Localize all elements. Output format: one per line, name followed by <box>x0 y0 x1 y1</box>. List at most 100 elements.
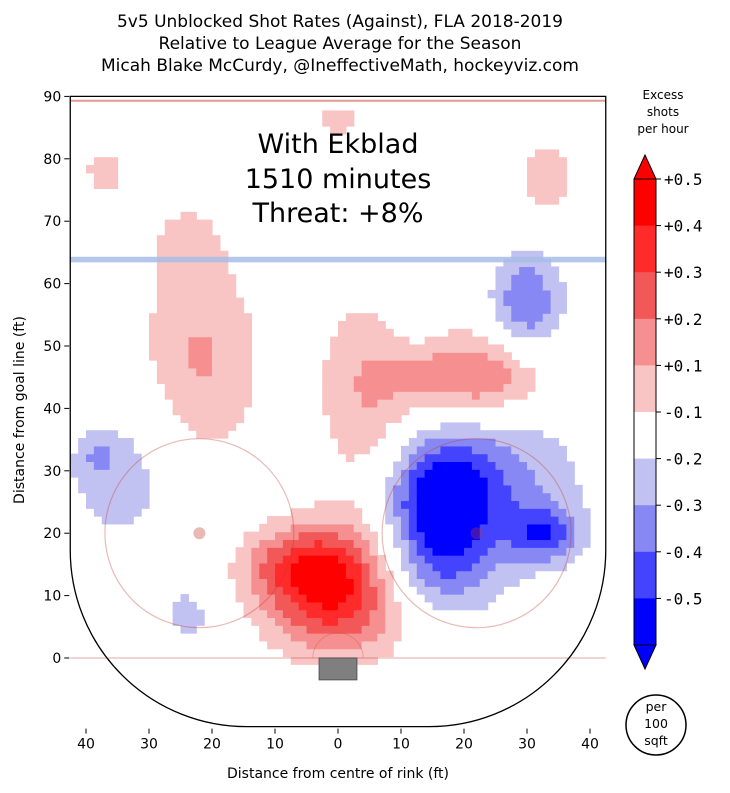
heat-cell <box>393 492 402 502</box>
heat-cell <box>550 461 560 470</box>
heat-cell <box>432 508 441 517</box>
heat-cell <box>464 383 473 392</box>
heat-cell <box>93 157 103 166</box>
heat-cell <box>156 266 166 275</box>
heat-cell <box>267 523 276 533</box>
heat-cell <box>125 500 134 509</box>
heat-cell <box>456 344 465 353</box>
heat-cell <box>338 516 347 525</box>
heat-cell <box>527 562 536 572</box>
heat-cell <box>212 250 221 260</box>
heat-cell <box>314 523 323 533</box>
heat-cell <box>401 399 410 408</box>
heat-cell <box>188 219 197 229</box>
heat-cell <box>330 578 339 587</box>
heat-cell <box>519 430 528 439</box>
heat-cell <box>70 461 79 470</box>
heat-cell <box>479 601 489 611</box>
heat-cell <box>93 477 103 486</box>
heat-cell <box>527 539 536 548</box>
heat-cell <box>511 578 520 587</box>
heat-cell <box>503 352 512 361</box>
annotation-line-1: With Ekblad <box>258 129 419 160</box>
heat-cell <box>377 430 386 439</box>
heat-cell <box>527 172 536 182</box>
heat-cell <box>78 445 87 455</box>
heat-cell <box>345 313 355 322</box>
heat-cell <box>298 601 308 611</box>
heat-cell <box>503 445 512 455</box>
heat-cell <box>393 461 402 470</box>
heat-cell <box>330 539 339 548</box>
heat-cell <box>574 516 583 525</box>
heat-cell <box>511 289 520 299</box>
heat-cell <box>314 578 323 587</box>
heat-cell <box>527 453 536 463</box>
heat-cell <box>235 547 245 556</box>
heat-cell <box>251 617 260 626</box>
heat-cell <box>298 586 308 595</box>
heat-cell <box>164 352 174 361</box>
heat-cell <box>527 282 536 291</box>
heat-cell <box>196 391 205 400</box>
heat-cell <box>574 547 583 556</box>
heat-cell <box>204 321 213 330</box>
heat-cell <box>495 445 504 455</box>
heat-cell <box>117 516 126 525</box>
heat-cell <box>259 555 268 564</box>
heat-cell <box>180 266 189 275</box>
heat-cell <box>416 430 426 439</box>
heat-cell <box>251 578 260 587</box>
heat-cell <box>282 516 292 525</box>
heat-cell <box>322 110 331 119</box>
heat-cell <box>440 578 449 587</box>
heat-cell <box>345 648 355 658</box>
heat-cell <box>164 289 174 299</box>
heat-cell <box>408 477 418 486</box>
heat-cell <box>369 617 378 626</box>
heat-cell <box>243 352 252 361</box>
heat-cell <box>440 352 449 361</box>
heat-cell <box>432 469 441 478</box>
heat-cell <box>424 352 434 361</box>
heat-cell <box>109 430 119 439</box>
heat-cell <box>471 438 481 447</box>
heat-cell <box>196 243 205 252</box>
heat-cell <box>196 305 205 314</box>
heat-cell <box>219 305 229 314</box>
heat-cell <box>204 328 213 338</box>
heat-cell <box>330 609 339 619</box>
heat-cell <box>164 383 174 392</box>
heat-cell <box>251 594 260 603</box>
heat-cell <box>464 477 473 486</box>
heat-cell <box>330 336 339 346</box>
heat-cell <box>527 547 536 556</box>
heat-cell <box>424 539 434 548</box>
heat-cell <box>487 586 497 595</box>
heat-cell <box>424 477 434 486</box>
heat-cell <box>180 313 189 322</box>
heat-cell <box>440 555 449 564</box>
heat-cell <box>204 274 213 283</box>
heat-cell <box>369 656 378 665</box>
heat-cell <box>243 570 252 580</box>
heat-cell <box>424 430 434 439</box>
heat-cell <box>456 578 465 587</box>
heat-cell <box>109 453 119 463</box>
heat-cell <box>424 578 434 587</box>
heat-cell <box>338 438 347 447</box>
heat-cell <box>219 352 229 361</box>
colorbar-tick-label: -0.4 <box>664 543 703 562</box>
heat-cell <box>448 422 457 431</box>
x-tick-label: 20 <box>455 737 473 753</box>
heat-cell <box>156 313 166 322</box>
heat-cell <box>345 640 355 650</box>
heat-cell <box>479 367 489 377</box>
heat-cell <box>432 391 441 400</box>
heat-cell <box>408 516 418 525</box>
heat-cell <box>550 274 560 283</box>
heat-cell <box>534 297 544 307</box>
heat-cell <box>353 625 363 634</box>
heat-cell <box>432 352 441 361</box>
heat-cell <box>456 453 465 463</box>
